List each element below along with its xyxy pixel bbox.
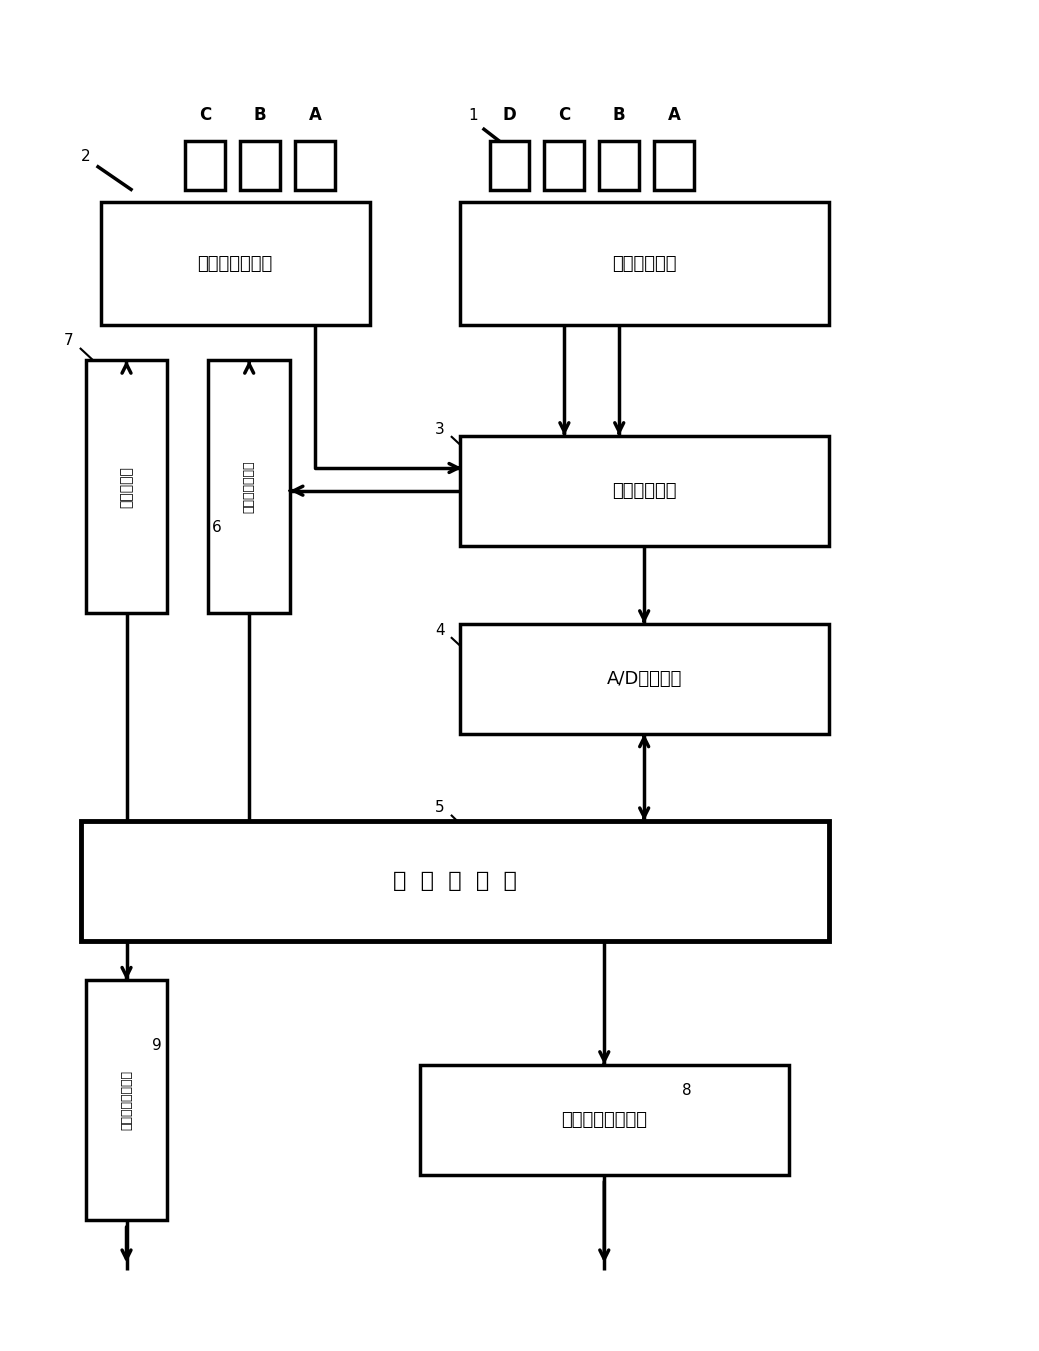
Text: 冷却风机驱动输出: 冷却风机驱动输出 [561, 1111, 647, 1128]
Bar [240, 141, 281, 190]
Text: 报警继电器: 报警继电器 [119, 466, 133, 508]
Text: B: B [613, 107, 625, 124]
Text: A: A [309, 107, 321, 124]
Text: 电流传感器输入: 电流传感器输入 [197, 255, 273, 273]
Text: 5: 5 [435, 800, 445, 815]
Bar [600, 141, 639, 190]
Bar [85, 361, 167, 613]
Bar [420, 1065, 789, 1175]
Bar [85, 981, 167, 1220]
Text: 1: 1 [469, 108, 478, 123]
Bar [459, 624, 829, 734]
Bar [489, 141, 530, 190]
Text: B: B [254, 107, 266, 124]
Text: 6: 6 [211, 520, 221, 535]
Text: 滤波放大电路: 滤波放大电路 [612, 482, 676, 500]
Bar [544, 141, 584, 190]
Bar [459, 203, 829, 326]
Text: C: C [558, 107, 570, 124]
Bar [208, 361, 290, 613]
Text: 8: 8 [683, 1084, 692, 1098]
Text: 2: 2 [81, 149, 90, 165]
Text: 3: 3 [435, 422, 445, 436]
Text: 温度超限报警显示: 温度超限报警显示 [121, 1070, 133, 1131]
Text: A: A [668, 107, 681, 124]
Text: C: C [199, 107, 211, 124]
Text: 7: 7 [63, 334, 74, 349]
Bar [295, 141, 335, 190]
Bar [459, 435, 829, 546]
Bar [185, 141, 225, 190]
Text: 感温元件输入: 感温元件输入 [612, 255, 676, 273]
Bar [81, 821, 829, 942]
Text: 单  片  机  模  块: 单 片 机 模 块 [393, 871, 516, 892]
Bar [655, 141, 694, 190]
Text: 4: 4 [435, 623, 445, 638]
Text: 超温跳闸继电器: 超温跳闸继电器 [243, 461, 256, 513]
Text: D: D [503, 107, 516, 124]
Bar [101, 203, 370, 326]
Text: A/D转换模块: A/D转换模块 [607, 670, 682, 688]
Text: 9: 9 [152, 1038, 161, 1052]
